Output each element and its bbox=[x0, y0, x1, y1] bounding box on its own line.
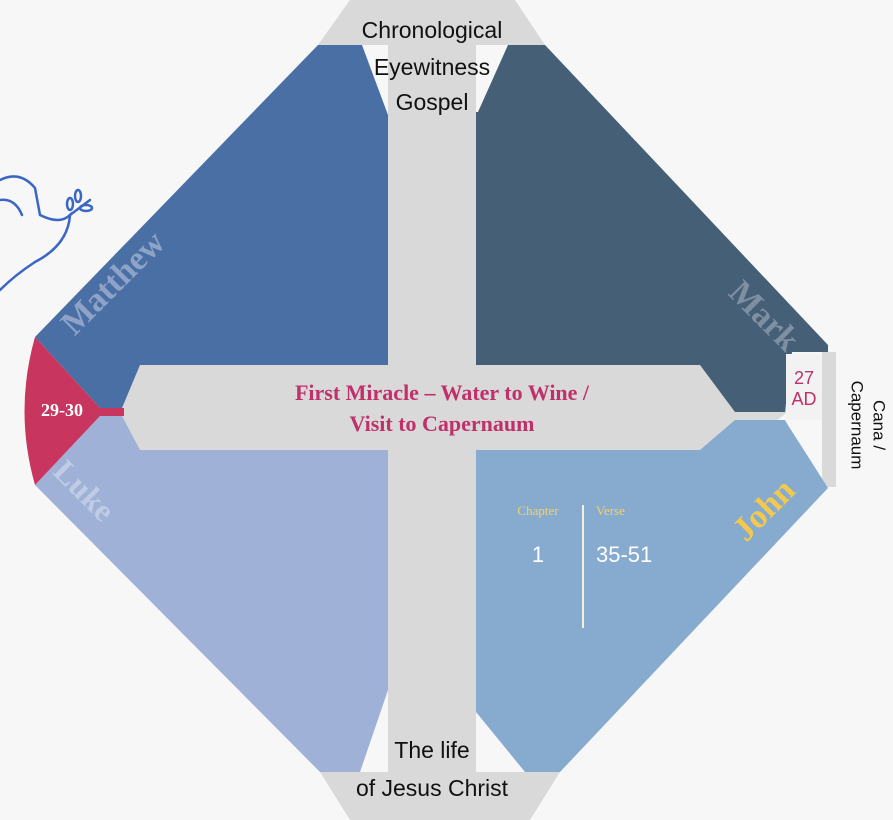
footer-line: The life bbox=[394, 737, 469, 763]
right-date-line: AD bbox=[791, 389, 816, 409]
location-line: Capernaum bbox=[848, 381, 867, 470]
luke-quadrant bbox=[35, 416, 388, 772]
verse-value: 35-51 bbox=[596, 542, 652, 567]
horizontal-bar bbox=[100, 365, 790, 450]
verse-label: Verse bbox=[596, 503, 625, 518]
right-date-box bbox=[786, 354, 822, 420]
header-line: Gospel bbox=[396, 89, 469, 115]
john-quadrant bbox=[476, 420, 828, 772]
matthew-quadrant bbox=[35, 45, 388, 408]
center-line: Visit to Capernaum bbox=[350, 411, 535, 436]
footer-line: of Jesus Christ bbox=[356, 775, 509, 801]
mark-quadrant bbox=[476, 45, 828, 412]
bottom-tab bbox=[320, 772, 560, 820]
center-line: First Miracle – Water to Wine / bbox=[295, 380, 590, 405]
location-line: Cana / bbox=[870, 400, 889, 450]
chapter-value: 1 bbox=[532, 542, 544, 567]
left-date: 29-30 bbox=[41, 400, 83, 420]
header-line: Eyewitness bbox=[374, 54, 490, 80]
dove-icon bbox=[0, 175, 94, 292]
header-line: Chronological bbox=[362, 17, 503, 43]
left-date-area bbox=[24, 337, 124, 485]
right-date-line: 27 bbox=[794, 368, 814, 388]
right-strip bbox=[822, 352, 836, 487]
chapter-label: Chapter bbox=[517, 503, 559, 518]
